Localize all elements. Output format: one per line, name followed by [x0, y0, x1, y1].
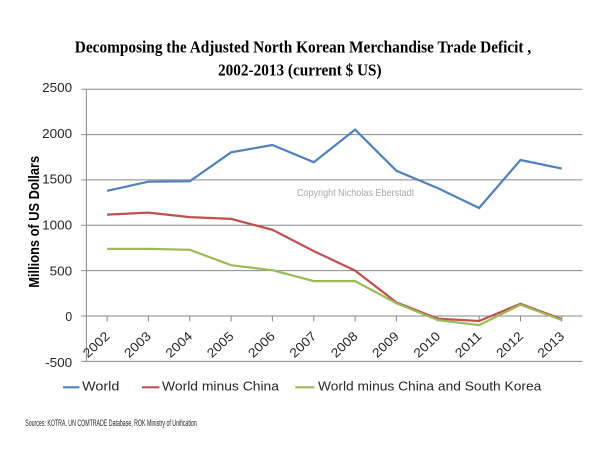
svg-text:2002-2013 (current $ US): 2002-2013 (current $ US) — [218, 61, 382, 80]
svg-text:1000: 1000 — [42, 218, 72, 233]
svg-text:2000: 2000 — [42, 126, 72, 141]
svg-text:Decomposing the Adjusted North: Decomposing the Adjusted North Korean Me… — [75, 38, 531, 57]
svg-text:1500: 1500 — [42, 172, 72, 187]
svg-text:0: 0 — [65, 309, 72, 324]
svg-text:2500: 2500 — [42, 80, 72, 95]
svg-text:500: 500 — [50, 263, 73, 278]
svg-text:Copyright Nicholas Eberstadt: Copyright Nicholas Eberstadt — [297, 188, 414, 199]
svg-text:World minus China: World minus China — [162, 379, 280, 394]
svg-text:-500: -500 — [45, 355, 72, 370]
svg-text:World: World — [82, 379, 119, 394]
svg-text:Sources: KOTRA, UN COMTRADE Da: Sources: KOTRA, UN COMTRADE Database, RO… — [25, 418, 197, 428]
svg-text:Millions of US Dollars: Millions of US Dollars — [26, 156, 43, 288]
svg-text:World minus China and South Ko: World minus China and South Korea — [318, 379, 542, 394]
